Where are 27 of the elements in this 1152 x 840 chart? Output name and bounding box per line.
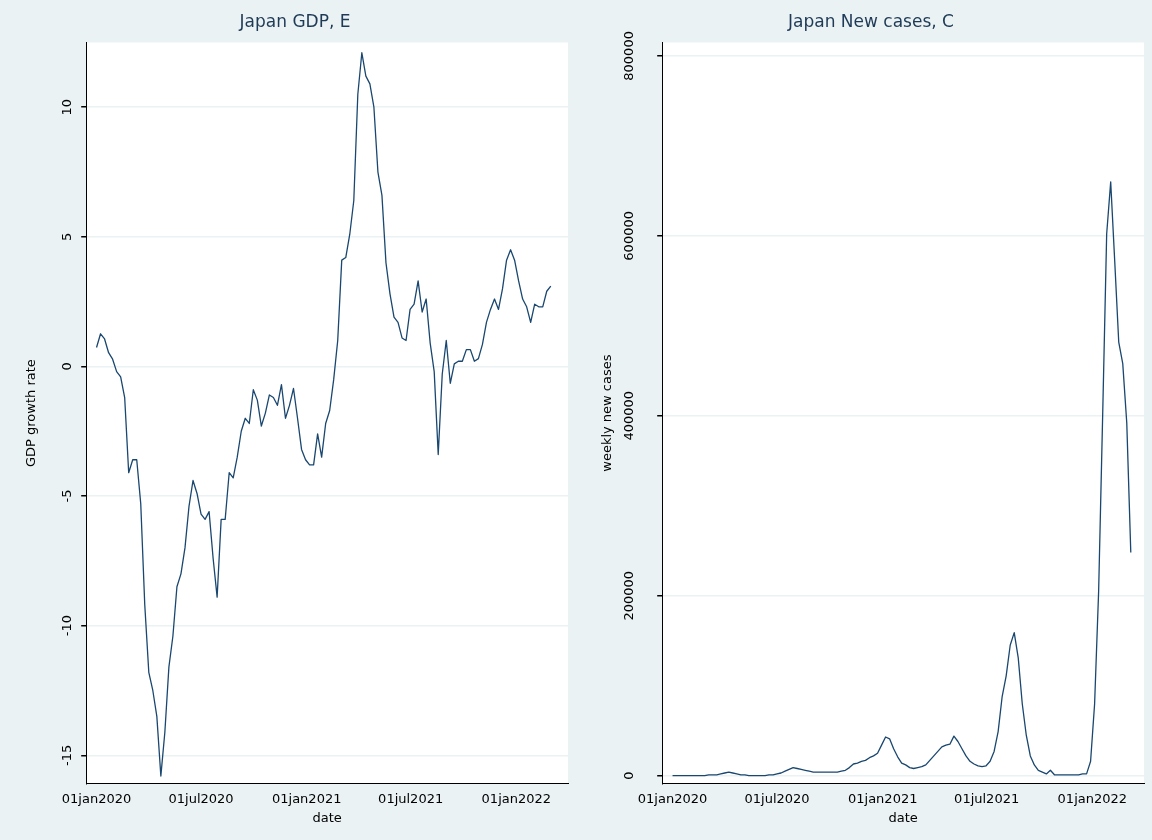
y-tick-label: -15 xyxy=(58,744,74,766)
x-axis-title: date xyxy=(312,809,342,825)
x-tick-label: 01jan2022 xyxy=(481,790,552,806)
y-tick-label: -10 xyxy=(58,615,74,637)
x-tick-label: 01jul2020 xyxy=(168,790,234,806)
x-tick-label: 01jul2020 xyxy=(744,790,810,806)
x-tick-label: 01jul2021 xyxy=(378,790,444,806)
x-tick-label: 01jan2021 xyxy=(847,790,918,806)
y-tick-label: 600000 xyxy=(620,211,636,261)
x-axis-title: date xyxy=(888,809,918,825)
chart-title: Japan New cases, C xyxy=(787,10,954,31)
chart-title: Japan GDP, E xyxy=(238,10,351,31)
y-tick-label: 5 xyxy=(58,232,74,241)
y-tick-label: 200000 xyxy=(620,570,636,621)
y-tick-label: 800000 xyxy=(620,31,636,81)
y-axis-title: GDP growth rate xyxy=(23,359,39,468)
x-tick-label: 01jan2022 xyxy=(1057,790,1128,806)
y-axis-title: weekly new cases xyxy=(599,354,615,472)
y-tick-label: 400000 xyxy=(620,390,636,441)
x-tick-label: 01jul2021 xyxy=(954,790,1020,806)
x-tick-label: 01jan2020 xyxy=(61,790,132,806)
y-tick-label: 0 xyxy=(58,362,74,371)
x-tick-label: 01jan2021 xyxy=(271,790,342,806)
y-tick-label: -5 xyxy=(58,489,74,503)
y-tick-label: 0 xyxy=(620,771,636,780)
y-tick-label: 10 xyxy=(58,98,74,116)
x-tick-label: 01jan2020 xyxy=(637,790,708,806)
